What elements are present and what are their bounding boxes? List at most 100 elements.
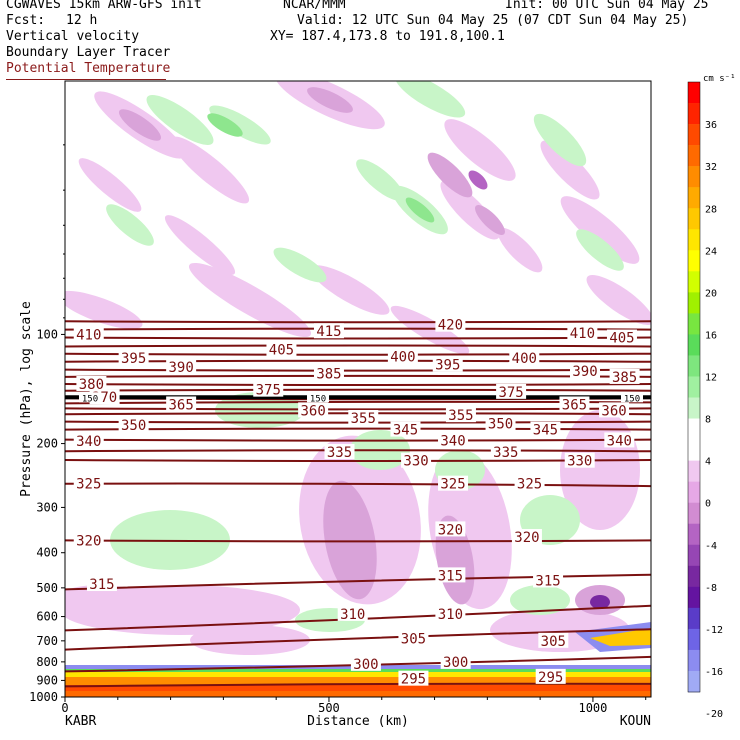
sinking-region: [65, 290, 143, 330]
sinking-region: [440, 180, 500, 240]
theta-contour-label: 330: [403, 454, 428, 470]
theta-label-bg: [118, 417, 149, 433]
sinking-region: [164, 215, 236, 275]
theta-contour-label: 300: [353, 657, 378, 673]
plot-frame: [64, 80, 652, 698]
colorbar-swatch: [688, 376, 700, 398]
theta-contour-line: [65, 374, 651, 378]
theta-label-bg: [445, 407, 476, 423]
theta-contour-label: 300: [443, 655, 468, 671]
colorbar-swatch: [688, 397, 700, 419]
theta-label-bg: [398, 630, 429, 646]
y-tick-label: 1000: [29, 690, 58, 704]
sinking-region: [540, 140, 600, 200]
theta-label-bg: [390, 421, 421, 437]
colorbar-swatch: [688, 334, 700, 356]
theta-contour-label: 360: [601, 403, 626, 419]
sinking-region: [390, 305, 470, 355]
rising-region: [146, 95, 214, 145]
theta-contour-label: 385: [612, 370, 637, 386]
theta-contour-label: 380: [79, 377, 104, 393]
y-tick-label: 200: [36, 437, 58, 451]
theta-contour-line: [65, 482, 651, 488]
theta-contour-label: 400: [390, 349, 415, 365]
field-vertical-velocity: Vertical velocity: [6, 29, 140, 44]
colorbar-swatch: [688, 544, 700, 567]
theta-label-bg: [266, 341, 297, 357]
theta-contour-line: [65, 344, 651, 348]
theta-contour-label: 295: [401, 672, 426, 688]
theta-contour-label: 315: [535, 573, 560, 589]
sinking-region: [497, 227, 543, 273]
theta-contour-line: [65, 449, 651, 453]
theta-contour-line: [65, 352, 651, 356]
y-tick-label: 400: [36, 546, 58, 560]
theta-label-bg: [535, 668, 566, 684]
theta-contour-label: 315: [89, 577, 114, 593]
colorbar-swatch: [688, 187, 700, 209]
theta-label-bg: [86, 576, 117, 592]
colorbar-tick-label: 16: [705, 330, 717, 341]
theta-label-bg: [76, 375, 107, 391]
theta-label-bg: [538, 632, 569, 648]
colorbar-swatch: [688, 565, 700, 588]
theta-contour-label: 405: [269, 342, 294, 358]
boundary-layer-band: [65, 669, 651, 673]
rising-core: [207, 113, 243, 137]
theta-label-bg: [435, 567, 466, 583]
theta-label-bg: [509, 349, 540, 365]
theta-label-bg: [435, 605, 466, 621]
theta-contour-label: 390: [572, 364, 597, 380]
rising-region: [356, 159, 404, 201]
theta-contour-line: [65, 336, 651, 340]
rising-region: [533, 113, 587, 167]
theta-label-bg: [435, 316, 466, 332]
sinking-region: [170, 136, 250, 204]
theta-contour-line: [65, 682, 651, 688]
colorbar-swatch: [688, 166, 700, 188]
theta-label-bg: [559, 396, 590, 412]
cross-section-endpoints: XY= 187.4,173.8 to 191.8,100.1: [270, 29, 505, 44]
producer-label: NCAR/MMM: [283, 0, 346, 12]
theta-label-bg: [398, 670, 429, 686]
theta-contour-label: 400: [512, 351, 537, 367]
theta-contour-label: 320: [438, 522, 463, 538]
x-tick-label: 1000: [578, 701, 607, 715]
colorbar-tick-label: -20: [705, 709, 723, 720]
colorbar-tick-label: 12: [705, 373, 717, 384]
tropopause-label: 150: [624, 394, 640, 404]
vertical-velocity-field: [65, 81, 651, 697]
colorbar-swatch: [688, 418, 700, 440]
theta-label-bg: [490, 444, 521, 460]
theta-label-bg: [387, 348, 418, 364]
theta-contour-line: [65, 427, 651, 431]
theta-contour-label: 395: [435, 357, 460, 373]
sinking-core: [427, 152, 473, 198]
rising-region: [394, 81, 466, 118]
sinking-region: [586, 275, 651, 325]
colorbar-swatch: [688, 460, 700, 482]
theta-contour-label: 325: [440, 477, 465, 493]
theta-contour-label: 340: [440, 433, 465, 449]
theta-contour-label: 375: [256, 383, 281, 399]
sinking-region: [310, 265, 390, 315]
sinking-region: [188, 262, 312, 338]
y-tick-label: 900: [36, 673, 58, 687]
colorbar-tick-label: -12: [705, 625, 723, 636]
theta-label-bg: [438, 432, 469, 448]
theta-contour-label: 310: [438, 607, 463, 623]
theta-contours: 410 415 420 410 405 395 390 405 385 400 395 400 390 3…: [65, 316, 651, 688]
y-tick-label: 800: [36, 655, 58, 669]
boundary-layer-band: [65, 677, 651, 685]
colorbar-swatch: [688, 250, 700, 272]
colorbar-swatch: [688, 103, 700, 125]
colorbar-tick-label: 28: [705, 204, 717, 215]
header-separator: [6, 79, 166, 80]
theta-label-bg: [435, 521, 466, 537]
y-tick-label: 500: [36, 581, 58, 595]
rising-region: [576, 229, 624, 271]
theta-contour-label: 320: [514, 530, 539, 546]
theta-contour-line: [65, 359, 651, 363]
colorbar-tick-label: 8: [705, 415, 711, 426]
